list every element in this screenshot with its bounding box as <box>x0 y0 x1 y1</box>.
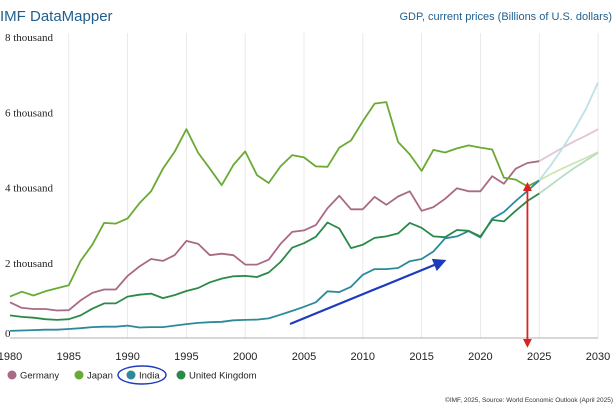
x-tick-label: 2005 <box>292 351 316 363</box>
y-tick-label: 4 thousand <box>5 183 53 195</box>
x-tick-label: 1980 <box>0 351 22 363</box>
x-axis-ticks: 1980 1985 1990 1995 2000 2005 2010 2015 2020 2025… <box>0 351 610 363</box>
legend-item-japan[interactable]: Japan <box>74 370 113 382</box>
y-tick-label: 0 <box>5 328 11 340</box>
x-tick-label: 2000 <box>233 351 257 363</box>
series-projection-india[interactable] <box>538 82 599 181</box>
source-note: ©IMF, 2025, Source: World Economic Outlo… <box>445 396 613 404</box>
y-axis-ticks: 8 thousand 6 thousand 4 thousand 2 thousand… <box>5 32 53 340</box>
annotations <box>289 182 532 348</box>
x-tick-label: 2010 <box>351 351 375 363</box>
indicator-title: GDP, current prices (Billions of U.S. do… <box>399 11 612 23</box>
y-tick-label: 6 thousand <box>5 107 53 119</box>
legend-marker-japan <box>74 370 84 380</box>
series-line-india[interactable] <box>9 179 540 332</box>
y-tick-label: 2 thousand <box>5 258 53 270</box>
series-projection-united-kingdom[interactable] <box>538 152 599 195</box>
series-projection-germany[interactable] <box>538 128 599 162</box>
legend-label-germany: Germany <box>20 371 59 382</box>
x-tick-label: 2025 <box>527 351 551 363</box>
x-tick-label: 1985 <box>57 351 81 363</box>
series-line-germany[interactable] <box>9 160 540 312</box>
india-highlight-circle <box>117 365 167 385</box>
legend-label-united-kingdom: United Kingdom <box>189 371 257 382</box>
legend-item-germany[interactable]: Germany <box>7 370 60 382</box>
series-projection-japan[interactable] <box>538 151 599 182</box>
growth-arrow <box>289 258 447 326</box>
legend-item-united-kingdom[interactable]: United Kingdom <box>176 370 257 382</box>
x-tick-label: 2015 <box>409 351 433 363</box>
x-tick-label: 1995 <box>174 351 198 363</box>
legend-marker-germany <box>7 370 17 380</box>
series-line-united-kingdom[interactable] <box>9 192 540 321</box>
legend-marker-india <box>126 370 136 380</box>
x-tick-label: 1990 <box>115 351 139 363</box>
x-tick-label: 2020 <box>468 351 492 363</box>
legend-label-india: India <box>139 371 160 382</box>
x-tick-label: 2030 <box>586 351 610 363</box>
series-line-japan[interactable] <box>9 101 540 298</box>
y-tick-label: 8 thousand <box>5 32 53 44</box>
legend: Germany Japan India United Kingdom <box>7 365 257 385</box>
legend-marker-united-kingdom <box>176 370 186 380</box>
grid-lines <box>68 33 599 338</box>
series-lines <box>9 82 599 332</box>
legend-label-japan: Japan <box>87 371 113 382</box>
brand-title[interactable]: IMF DataMapper <box>0 8 113 25</box>
legend-item-india[interactable]: India <box>117 365 167 385</box>
